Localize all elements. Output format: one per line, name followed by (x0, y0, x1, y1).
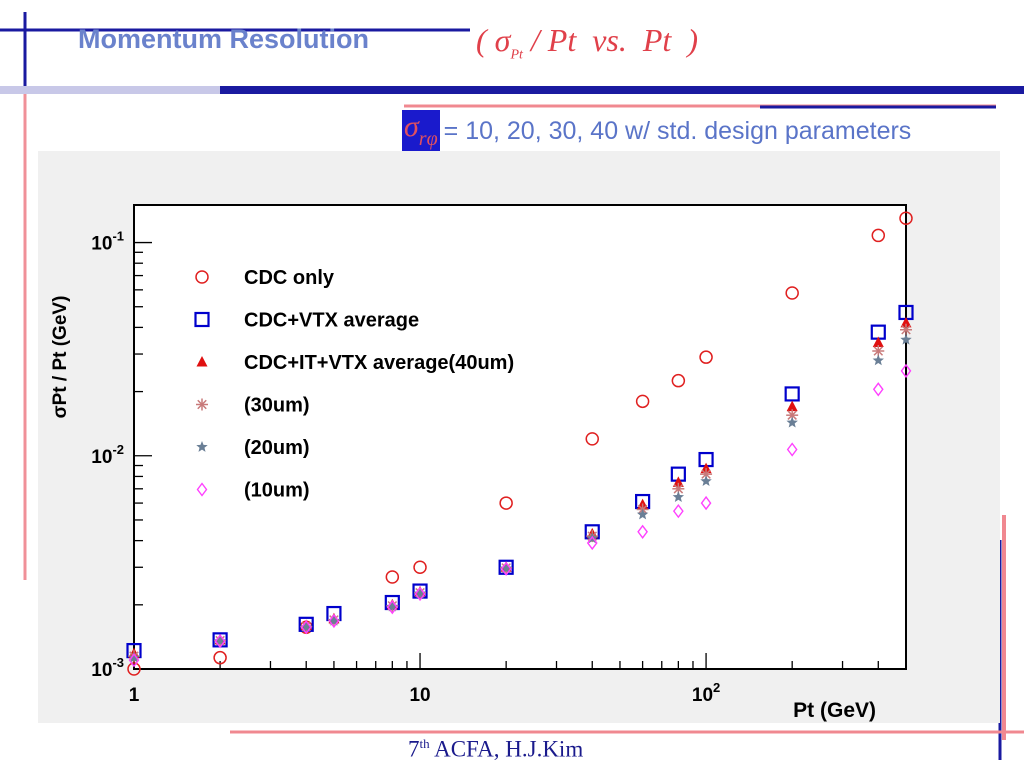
legend-marker (196, 482, 208, 497)
data-point (214, 634, 226, 649)
formula-vs: vs. (592, 22, 627, 58)
data-point (128, 651, 140, 663)
formula-open-paren: ( (476, 22, 487, 58)
data-point (786, 442, 798, 457)
data-point (500, 562, 512, 574)
x-tick-label: 10 (409, 685, 430, 706)
data-point (786, 400, 798, 412)
header-band (0, 86, 1024, 94)
data-point (872, 382, 884, 397)
sigma-box: σ rφ (402, 110, 440, 152)
data-point (585, 432, 599, 446)
legend-label: CDC only (244, 267, 335, 289)
data-point (500, 561, 512, 576)
data-point (672, 482, 685, 495)
data-point (414, 587, 426, 599)
data-point (700, 475, 712, 487)
x-axis-label: Pt (GeV) (793, 699, 876, 722)
legend-label: (10um) (244, 480, 310, 502)
formula-slash-pt: / Pt (530, 22, 577, 58)
data-point (900, 363, 912, 379)
formula-pt: Pt (642, 22, 672, 58)
legend-marker (196, 356, 208, 367)
slide-title: Momentum Resolution (78, 24, 369, 54)
data-point (672, 503, 684, 519)
data-point (586, 535, 598, 551)
data-point (786, 416, 798, 428)
data-point (785, 286, 799, 300)
footer-text: ACFA, H.J.Kim (434, 736, 584, 762)
data-point (127, 662, 141, 676)
y-tick-label: 10-2 (91, 442, 124, 468)
data-point (300, 621, 312, 633)
legend-label: CDC+VTX average (244, 310, 419, 332)
y-tick-label: 10-1 (91, 229, 124, 255)
data-point (637, 524, 648, 539)
data-point (899, 211, 913, 226)
title-formula: ( σPt / Pt vs. Pt ) (476, 22, 698, 63)
slide-footer: 7th ACFA, H.J.Kim (408, 736, 583, 763)
formula-sigma-sub: Pt (510, 47, 523, 63)
data-point (128, 653, 140, 668)
data-point (700, 495, 712, 511)
data-point (636, 508, 649, 520)
legend-marker (196, 441, 208, 452)
resolution-chart: 1 10 102 10-3 10-2 10-1 Pt (GeV) σPt / Pt (GeV)… (50, 204, 914, 722)
data-point (671, 373, 686, 388)
data-point (900, 333, 912, 345)
data-point (786, 409, 799, 422)
data-point (385, 570, 400, 584)
footer-ordinal-sup: th (419, 736, 430, 751)
data-point (872, 336, 884, 347)
y-axis-label: σPt / Pt (GeV) (50, 296, 71, 419)
legend-label: (30um) (244, 395, 310, 417)
header-band-light (0, 86, 220, 94)
data-point (672, 491, 685, 502)
subtitle-sigma: σ (404, 110, 419, 143)
footer-ordinal: 7 (408, 736, 420, 762)
data-point (328, 614, 340, 626)
subtitle: σ rφ = 10, 20, 30, 40 w/ std. design para… (402, 110, 911, 152)
data-point (900, 323, 912, 336)
chart-panel: 1 10 102 10-3 10-2 10-1 Pt (GeV) σPt / Pt (GeV)… (38, 151, 1000, 723)
data-point (872, 354, 884, 366)
subtitle-sigma-sub: rφ (418, 128, 438, 150)
data-point (386, 599, 398, 615)
data-point (300, 620, 312, 635)
data-point (214, 635, 226, 647)
y-tick-label: 10-3 (91, 655, 124, 681)
legend-marker (195, 270, 209, 284)
data-point (213, 650, 227, 665)
data-point (413, 560, 427, 575)
formula-close-paren: ) (687, 22, 698, 58)
data-point (635, 394, 650, 409)
data-point (672, 476, 684, 487)
x-tick-label: 102 (692, 680, 720, 706)
legend-marker (196, 398, 208, 411)
data-point (699, 350, 713, 364)
data-point (900, 316, 912, 328)
legend-label: CDC+IT+VTX average(40um) (244, 352, 514, 374)
data-point (414, 586, 426, 602)
data-point (499, 496, 513, 510)
legend-label: (20um) (244, 437, 310, 459)
x-tick-label: 1 (129, 685, 140, 706)
subtitle-text: = 10, 20, 30, 40 w/ std. design paramete… (443, 116, 912, 145)
data-point (784, 386, 800, 402)
legend-marker (194, 311, 210, 328)
plot-frame (133, 204, 907, 670)
formula-sigma: σ (494, 22, 511, 58)
data-point (871, 228, 886, 243)
data-point (328, 613, 340, 629)
data-point (386, 600, 399, 612)
